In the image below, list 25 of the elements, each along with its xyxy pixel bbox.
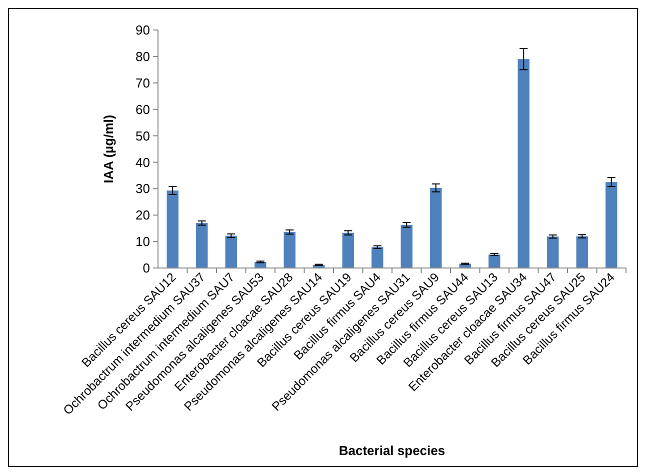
y-tick-label: 50 bbox=[136, 128, 150, 144]
bar bbox=[430, 188, 442, 268]
y-axis-title: IAA (µg/ml) bbox=[101, 114, 116, 184]
bar bbox=[400, 224, 412, 268]
y-tick-label: 0 bbox=[142, 260, 150, 276]
bar bbox=[225, 236, 237, 268]
y-tick-label: 20 bbox=[136, 208, 150, 223]
bar bbox=[518, 59, 530, 268]
bar bbox=[342, 232, 354, 268]
bar bbox=[576, 236, 588, 268]
bar bbox=[547, 236, 559, 268]
bar bbox=[196, 223, 208, 268]
y-tick-label: 10 bbox=[136, 234, 150, 250]
bar bbox=[166, 190, 178, 268]
y-tick-label: 80 bbox=[136, 48, 150, 64]
y-tick-label: 90 bbox=[136, 22, 150, 38]
bar bbox=[606, 182, 618, 268]
x-axis-title: Bacterial species bbox=[338, 443, 446, 458]
bar bbox=[284, 232, 296, 268]
y-tick-label: 30 bbox=[136, 181, 150, 196]
y-tick-label: 40 bbox=[136, 154, 150, 170]
y-tick-label: 70 bbox=[136, 75, 150, 90]
bar bbox=[488, 254, 500, 268]
y-tick-label: 60 bbox=[136, 102, 150, 117]
bar bbox=[372, 247, 384, 268]
